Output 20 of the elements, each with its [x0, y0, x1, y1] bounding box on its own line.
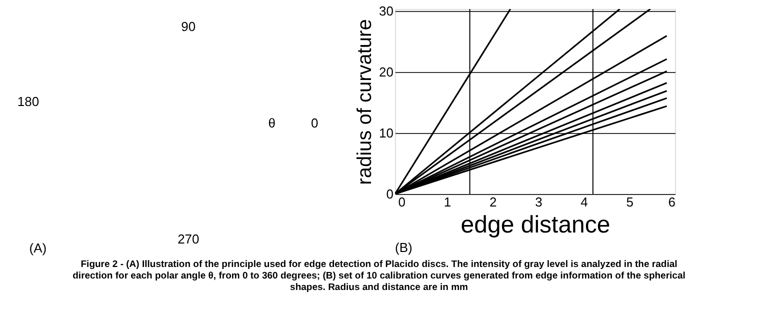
x-tick-label: 3	[535, 194, 542, 210]
text: θ	[268, 115, 276, 130]
text: (A)	[29, 240, 47, 256]
y-axis-title: radius of curvature	[354, 19, 376, 185]
x-tick-label: 0	[398, 194, 406, 210]
x-tick-label: 2	[489, 194, 497, 210]
text: 270	[178, 231, 200, 246]
x-tick-label: 4	[580, 194, 588, 210]
caption: Figure 2 - (A) Illustration of the principle used for edge detection of Placido discs. The intensity of gray level is analyzed in the radial direction for each polar angle θ, from 0 to 360 degrees; (B) set of 10 calibration curves generated from edge information of the spherical shapes. Radius and distance are in mm	[72, 259, 686, 293]
y-tick-label: 30	[379, 3, 394, 18]
x-tick-label: 5	[626, 194, 634, 210]
text: 90	[181, 18, 196, 34]
x-axis-title: edge distance	[460, 212, 610, 238]
text: 180	[17, 94, 40, 109]
x-tick-label: 6	[668, 194, 676, 210]
text: 0	[310, 115, 318, 130]
y-tick-label: 10	[379, 125, 394, 140]
text: (B)	[395, 240, 412, 255]
y-tick-label: 20	[379, 64, 394, 80]
x-tick-label: 1	[444, 194, 452, 210]
